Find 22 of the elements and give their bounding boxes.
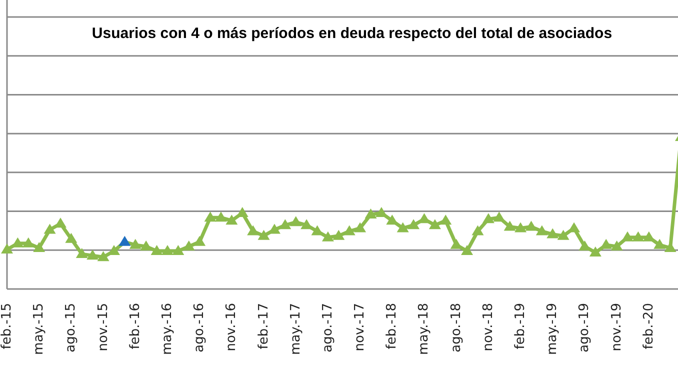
x-tick-label: ago.-16 (192, 303, 208, 352)
x-tick-label: nov.-18 (480, 303, 496, 352)
x-tick-label: may.-17 (288, 303, 304, 355)
x-tick-label: may.-16 (160, 303, 175, 355)
x-tick-label: ago.-18 (448, 303, 464, 352)
x-tick-label: feb.-16 (128, 303, 143, 350)
x-tick-label: may.-19 (545, 303, 560, 355)
x-tick-label: may.-15 (32, 303, 47, 355)
x-tick-label: feb.-18 (384, 303, 400, 350)
x-tick-label: feb.-20 (641, 303, 656, 350)
chart-title: Usuarios con 4 o más períodos en deuda respecto del total de asociados (92, 25, 612, 42)
x-tick-label: ago.-19 (577, 303, 592, 352)
x-tick-label: feb.-19 (513, 303, 528, 350)
x-tick-label: nov.-16 (224, 303, 240, 352)
x-tick-label: nov.-15 (96, 303, 111, 352)
x-tick-label: ago.-17 (320, 303, 336, 352)
x-tick-label: nov.-17 (352, 303, 368, 352)
x-tick-label: may.-18 (416, 303, 432, 355)
x-tick-label: ago.-15 (64, 303, 79, 352)
x-tick-label: nov.-19 (609, 303, 624, 352)
x-tick-label: feb.-17 (256, 303, 272, 350)
x-tick-label: feb.-15 (0, 303, 14, 350)
